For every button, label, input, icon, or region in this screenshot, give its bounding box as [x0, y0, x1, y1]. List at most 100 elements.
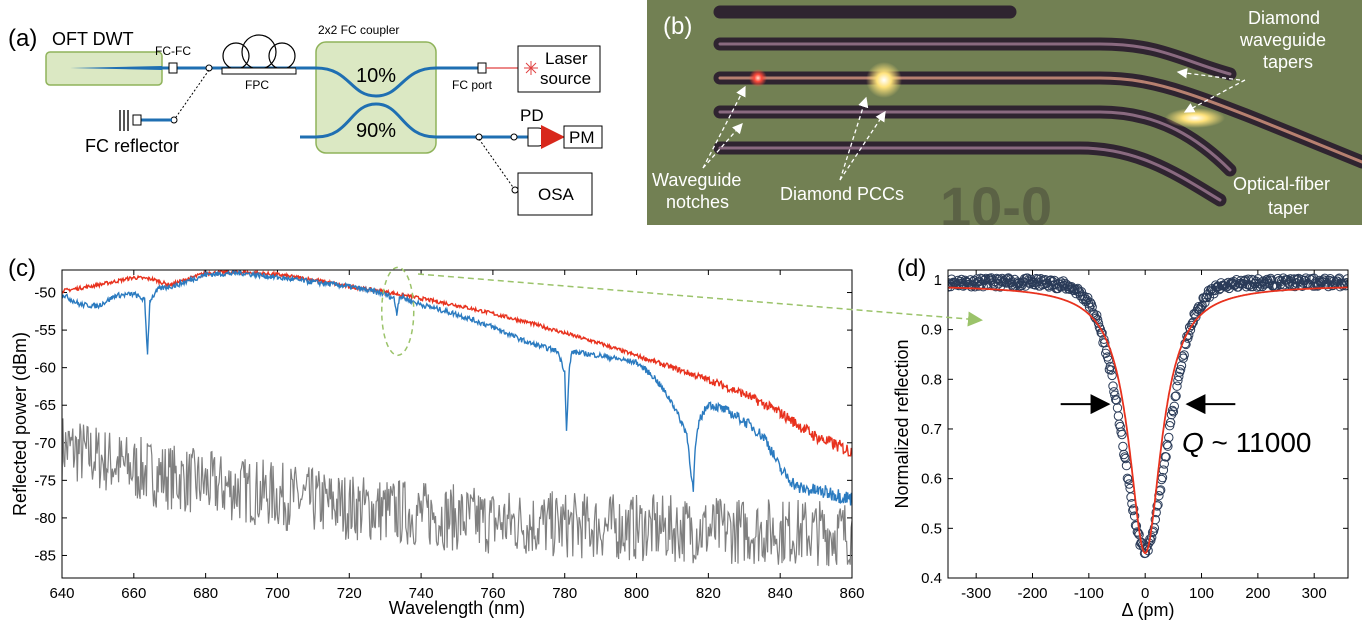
panel-d-ylabel: Normalized reflection: [892, 339, 912, 508]
x-tick-label: 820: [696, 585, 721, 602]
data-marker: [1171, 391, 1181, 401]
data-marker: [1152, 501, 1162, 511]
q-symbol: Q: [1182, 427, 1204, 458]
fcport-label: FC port: [452, 78, 493, 92]
x-tick-label: 300: [1302, 585, 1327, 602]
data-marker: [1094, 322, 1105, 332]
data-marker: [1131, 521, 1142, 531]
y-tick-label: -70: [34, 435, 56, 452]
red-spot: [749, 69, 767, 87]
data-marker: [1147, 527, 1158, 538]
series-line-0: [62, 270, 852, 457]
data-marker: [1176, 361, 1187, 371]
data-marker: [1129, 511, 1140, 521]
data-marker: [1107, 370, 1117, 381]
panel-d-frame: [947, 269, 1349, 579]
panel-c-ticks: 640 660 680 700 720 740 760 780 800 820 840 860 -85 -…: [34, 270, 865, 602]
panel-d-ticks: -300 -200 -100 0 100 200 300 0.4 0.5 0.6 0.7 0.8 0.9…: [921, 270, 1348, 602]
panel-c-tag: (c): [8, 255, 36, 282]
x-tick-label: 680: [193, 585, 218, 602]
fit-line: [948, 286, 1348, 555]
panel-c-ylabel: Reflected power (dBm): [10, 332, 30, 516]
y-tick-label: 0.8: [921, 371, 942, 388]
panel-d-series: [948, 273, 1348, 559]
data-marker: [1140, 548, 1151, 558]
data-marker: [1108, 381, 1118, 391]
oft-label: OFT DWT: [52, 29, 134, 49]
tapered-fiber: [70, 66, 162, 70]
panel-c: (c) Reflected power (dBm) Wavelength (nm…: [8, 255, 865, 618]
pd-label: PD: [520, 106, 544, 125]
pm-box: [563, 125, 603, 149]
panel-a-tag: (a): [8, 25, 37, 52]
y-tick-label: 0.7: [921, 421, 942, 438]
data-marker: [1087, 302, 1097, 312]
reflector-label: FC reflector: [85, 136, 179, 156]
y-tick-label: -55: [34, 322, 56, 339]
watermark: 10-0: [940, 175, 1052, 238]
data-marker: [1117, 429, 1127, 440]
panel-d-tag: (d): [897, 255, 926, 282]
data-marker: [1342, 274, 1348, 284]
x-tick-label: 100: [1189, 585, 1214, 602]
y-tick-label: 0.5: [921, 520, 942, 537]
x-tick-label: -300: [961, 585, 991, 602]
data-marker: [1268, 280, 1279, 291]
coupler-10: 10%: [356, 65, 396, 87]
data-marker: [1170, 391, 1180, 402]
annotation-arrows-b: [702, 68, 1246, 181]
series-line-2: [62, 418, 852, 567]
y-tick-label: -75: [34, 472, 56, 489]
data-marker: [1159, 459, 1170, 469]
data-marker: [1097, 328, 1107, 338]
panel-d-xlabel: Δ (pm): [1121, 600, 1174, 620]
data-marker: [1197, 300, 1207, 311]
series-line-1: [62, 270, 852, 506]
x-tick-label: 840: [768, 585, 793, 602]
data-marker: [980, 275, 990, 285]
reflector-connector: [132, 114, 142, 126]
y-tick-label: 0.9: [921, 322, 942, 339]
panel-c-frame: [61, 269, 853, 579]
pm-label: PM: [569, 128, 595, 147]
y-tick-label: 0.4: [921, 570, 942, 587]
data-marker: [1169, 401, 1180, 411]
x-tick-label: 700: [265, 585, 290, 602]
x-tick-label: -100: [1074, 585, 1104, 602]
coupler-upper: [296, 66, 437, 98]
q-annotation: Q ~ 11000: [1182, 427, 1311, 458]
coupler-label: 2x2 FC coupler: [318, 23, 399, 37]
zoom-ellipse: [381, 266, 415, 357]
data-marker: [1257, 281, 1268, 292]
data-marker: [1110, 390, 1120, 400]
laser-label-1: Laser: [545, 49, 588, 68]
data-marker: [1112, 403, 1123, 413]
x-tick-label: 760: [480, 585, 505, 602]
coupler-lower: [300, 102, 437, 139]
x-tick-label: 860: [839, 585, 864, 602]
data-marker: [1118, 441, 1128, 452]
data-marker: [1111, 395, 1122, 405]
data-marker: [1168, 407, 1179, 417]
fiber-label-2: taper: [1268, 198, 1309, 218]
osa-link: [478, 138, 516, 191]
fc-port-connector: [477, 62, 487, 74]
splice-dot: [205, 64, 213, 72]
x-tick-label: 740: [409, 585, 434, 602]
panel-c-annotation: [381, 266, 415, 357]
fcfc-connector: [168, 62, 178, 74]
data-marker: [1161, 452, 1171, 462]
fpc-label: FPC: [245, 78, 269, 92]
waveguides: [713, 5, 1362, 207]
data-marker: [956, 274, 967, 285]
tapers-label-1: Diamond: [1248, 8, 1320, 28]
x-tick-label: 720: [337, 585, 362, 602]
data-marker: [1132, 527, 1143, 537]
notches-label-2: notches: [666, 192, 729, 212]
data-marker: [1093, 318, 1104, 328]
data-marker: [1251, 276, 1262, 286]
data-marker: [1085, 297, 1096, 308]
laser-star-icon: [524, 61, 538, 75]
laser-label-2: source: [540, 69, 591, 88]
